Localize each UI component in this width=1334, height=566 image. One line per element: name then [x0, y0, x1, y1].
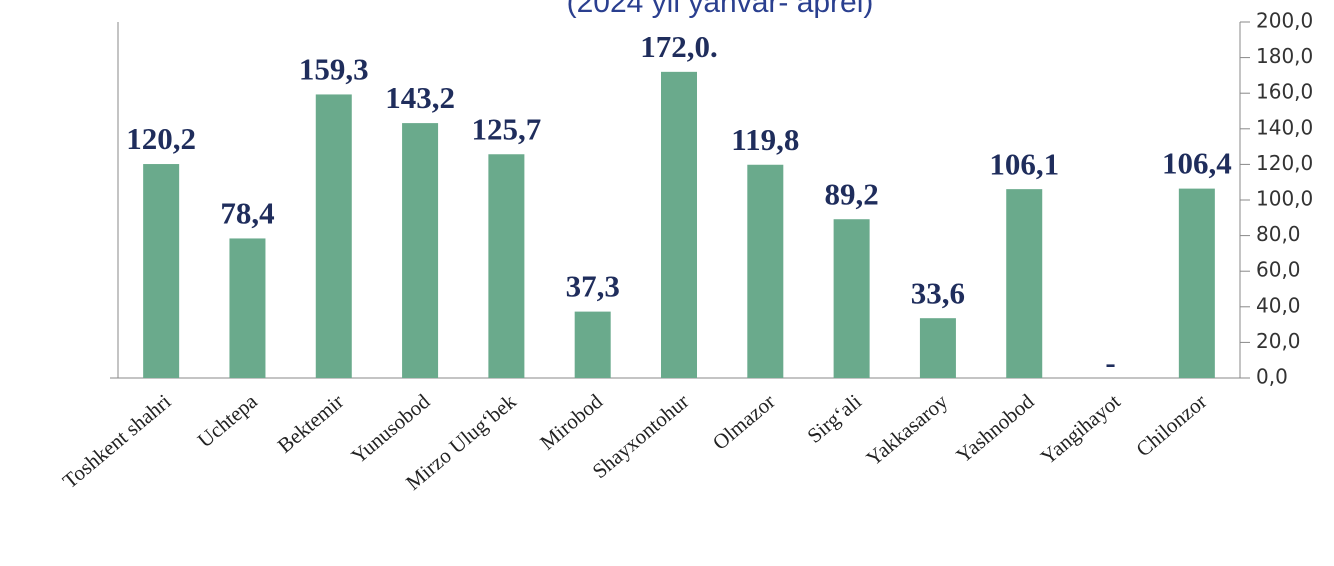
x-tick-label: Olmazor: [708, 389, 780, 455]
x-tick-label: Yakkasaroy: [862, 389, 953, 471]
data-label: 78,4: [220, 196, 274, 231]
y-tick-label: 160,0: [1256, 80, 1313, 104]
y-tick-label: 100,0: [1256, 187, 1313, 211]
data-label: 106,4: [1162, 146, 1232, 181]
bar: [919, 318, 956, 378]
bar: [143, 164, 180, 378]
data-label: 159,3: [299, 52, 369, 87]
y-tick-label: 140,0: [1256, 115, 1313, 139]
data-label: 89,2: [824, 176, 878, 211]
y-tick-label: 0,0: [1256, 365, 1288, 389]
bar: [574, 311, 611, 378]
bar: [488, 154, 525, 378]
bar: [833, 219, 870, 378]
data-label: 106,1: [989, 146, 1059, 181]
x-tick-label: Chilonzor: [1131, 389, 1211, 461]
x-tick-label: Uchtepa: [193, 389, 263, 453]
x-tick-label: Bektemir: [273, 389, 348, 458]
bar: [315, 94, 352, 379]
data-label: -: [1105, 345, 1115, 380]
y-tick-label: 180,0: [1256, 44, 1313, 68]
x-tick-label: Yunusobod: [347, 389, 435, 468]
x-tick-label: Yashnobod: [951, 389, 1038, 468]
y-tick-label: 60,0: [1256, 258, 1301, 282]
data-label: 143,2: [385, 80, 455, 115]
bar: [747, 164, 784, 378]
bar: [1006, 189, 1043, 378]
x-tick-label: Toshkent shahri: [58, 389, 176, 493]
x-tick-label: Sirg‘ali: [803, 389, 867, 448]
bar: [402, 123, 439, 378]
y-tick-label: 40,0: [1256, 293, 1301, 317]
data-label: 119,8: [731, 122, 799, 157]
bar: [661, 71, 697, 378]
chart-subtitle: (2024 yil yanvar- aprel): [567, 0, 874, 19]
x-tick-label: Shayxontohur: [588, 389, 694, 483]
data-label: 172,0.: [640, 29, 718, 64]
data-label: 33,6: [911, 275, 965, 310]
x-tick-label: Mirobod: [535, 389, 607, 455]
y-tick-label: 200,0: [1256, 9, 1313, 33]
data-label: 120,2: [126, 121, 196, 156]
data-label: 37,3: [566, 269, 620, 304]
bar: [1178, 188, 1215, 378]
y-tick-label: 80,0: [1256, 222, 1301, 246]
bar: [229, 238, 266, 378]
y-tick-label: 20,0: [1256, 329, 1301, 353]
x-tick-label: Yangihayot: [1036, 389, 1125, 469]
y-tick-label: 120,0: [1256, 151, 1313, 175]
data-label: 125,7: [472, 111, 542, 146]
